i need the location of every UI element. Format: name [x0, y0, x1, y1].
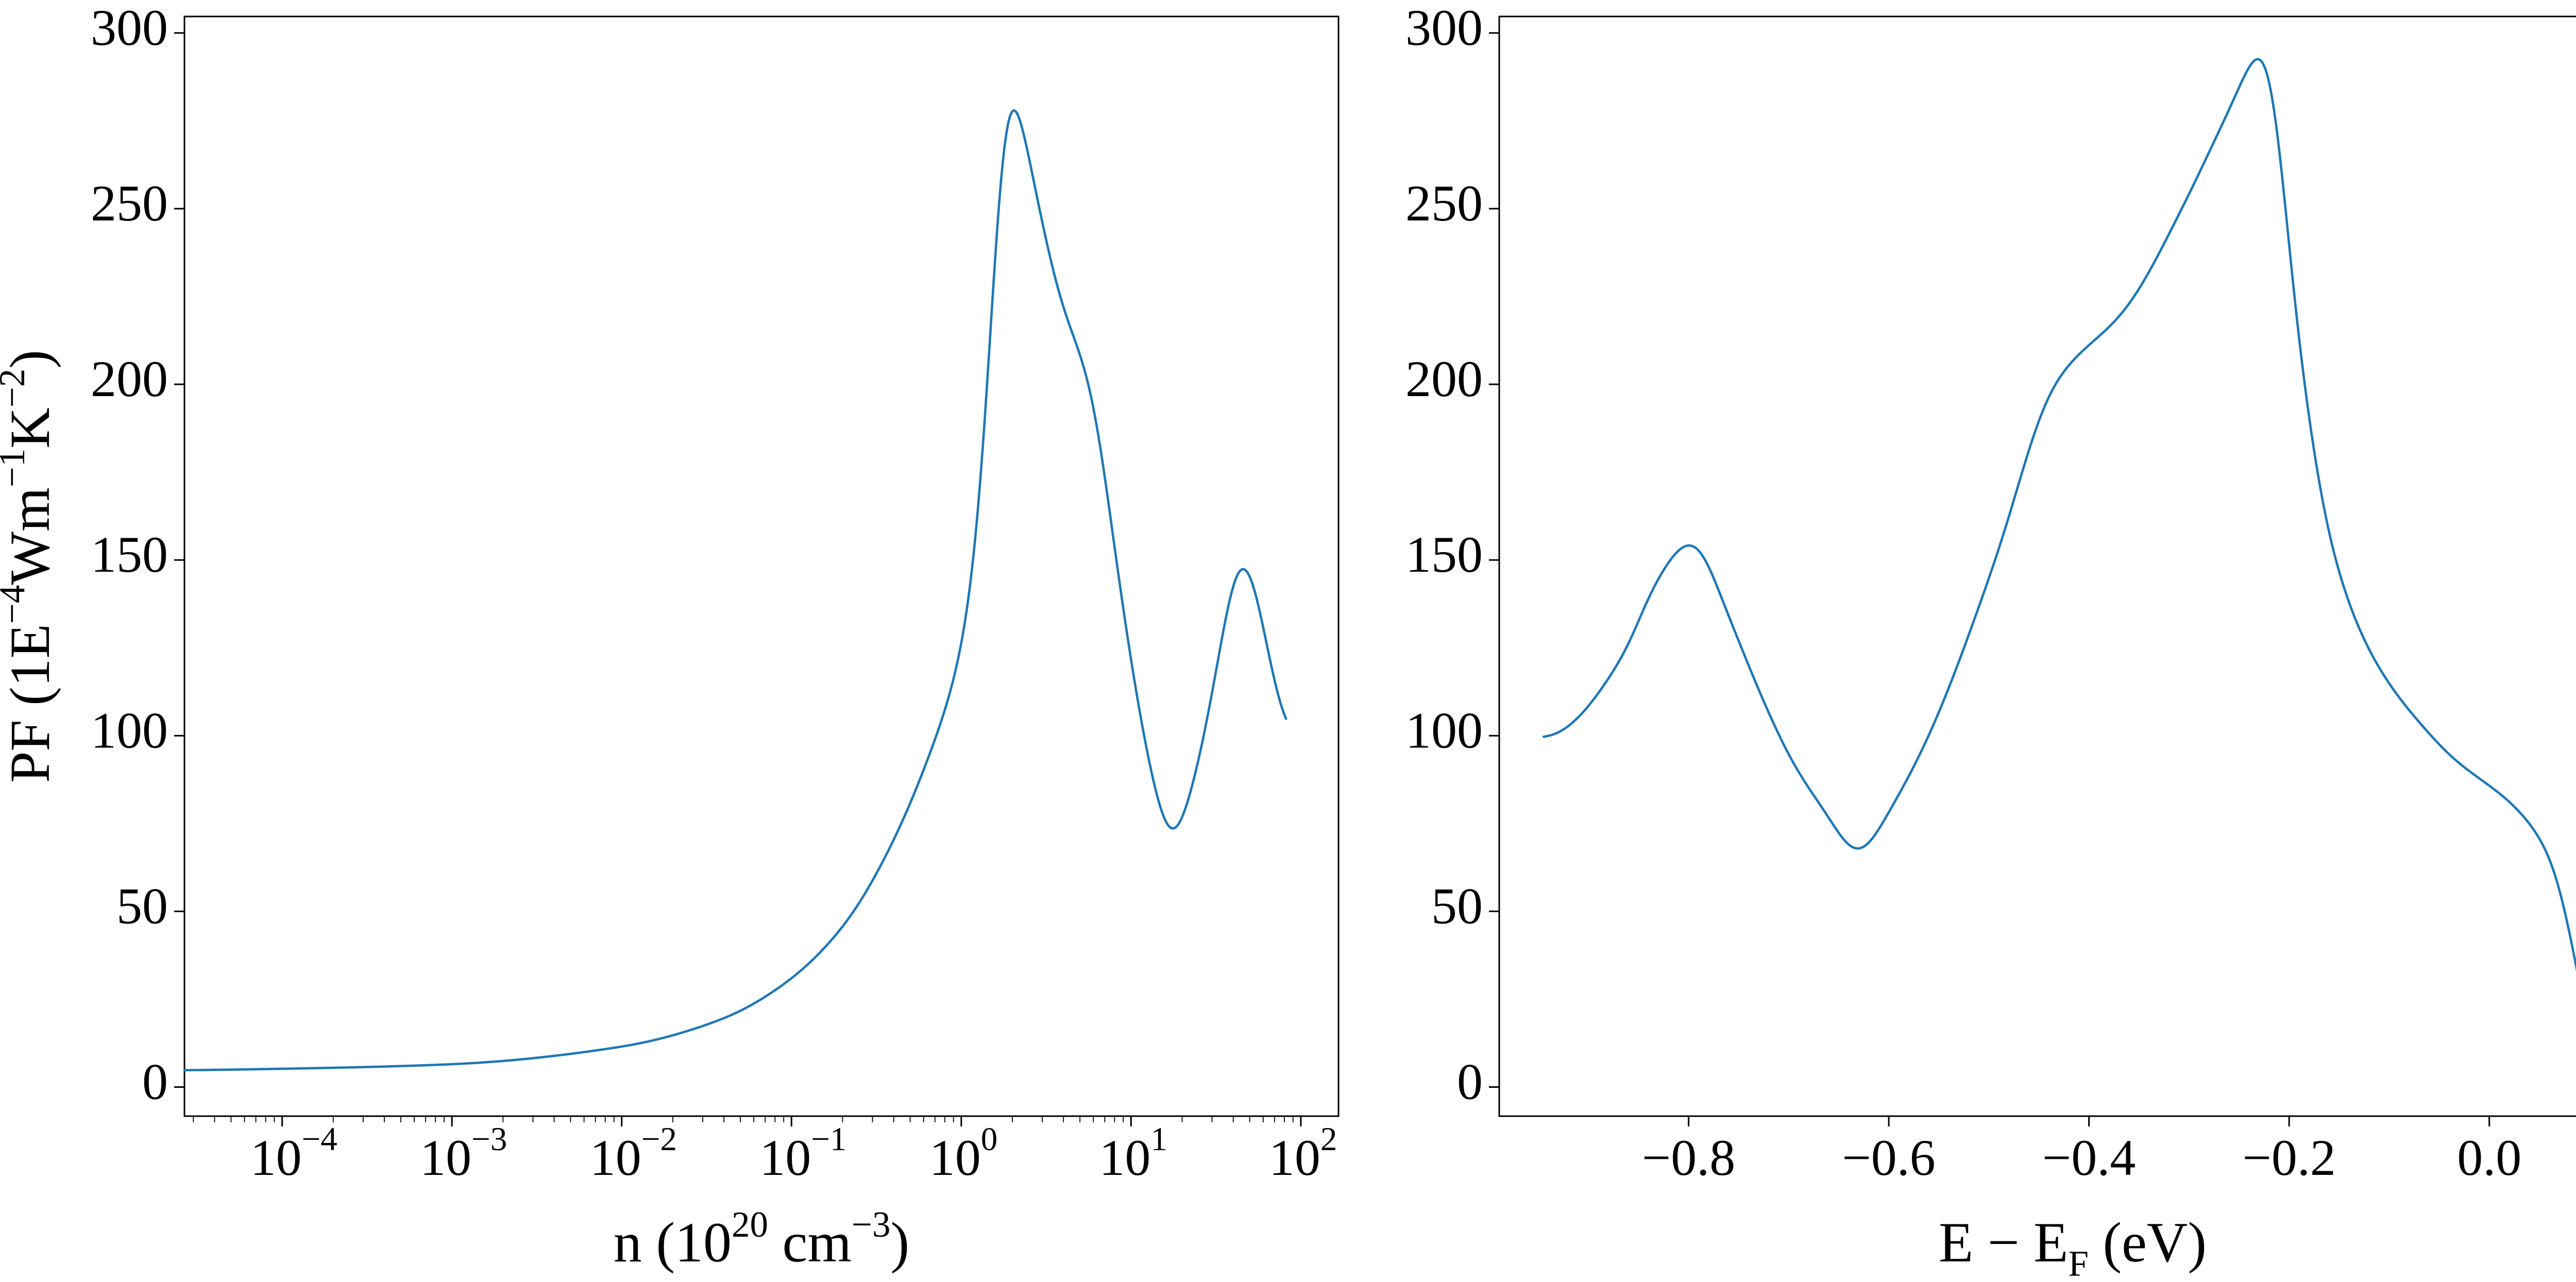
svg-text:0.0: 0.0: [2457, 1129, 2521, 1186]
svg-text:−0.4: −0.4: [2042, 1129, 2136, 1186]
svg-text:300: 300: [91, 0, 168, 56]
svg-text:250: 250: [1405, 175, 1483, 232]
svg-text:101: 101: [1099, 1121, 1167, 1186]
svg-text:50: 50: [1431, 877, 1483, 934]
svg-text:150: 150: [91, 526, 168, 583]
svg-text:100: 100: [1405, 702, 1483, 759]
svg-text:10−1: 10−1: [759, 1121, 846, 1186]
svg-text:150: 150: [1405, 526, 1483, 583]
svg-text:10−2: 10−2: [590, 1121, 677, 1186]
svg-text:250: 250: [91, 175, 168, 232]
svg-text:10−3: 10−3: [420, 1121, 507, 1186]
svg-text:50: 50: [116, 877, 168, 934]
svg-text:100: 100: [91, 702, 168, 759]
svg-text:0: 0: [1457, 1053, 1483, 1110]
svg-text:300: 300: [1405, 0, 1483, 56]
svg-text:200: 200: [1405, 350, 1483, 407]
svg-text:102: 102: [1269, 1121, 1337, 1186]
svg-text:100: 100: [929, 1121, 998, 1186]
svg-text:−0.2: −0.2: [2242, 1129, 2335, 1186]
svg-text:n (1020 cm−3): n (1020 cm−3): [614, 1205, 909, 1274]
svg-text:−0.6: −0.6: [1842, 1129, 1935, 1186]
svg-text:10−4: 10−4: [250, 1121, 337, 1186]
svg-text:PF (1E−4Wm−1K−2): PF (1E−4Wm−1K−2): [0, 350, 61, 783]
svg-text:0: 0: [142, 1053, 168, 1110]
svg-text:E − EF (eV): E − EF (eV): [1939, 1211, 2207, 1282]
svg-text:−0.8: −0.8: [1642, 1129, 1735, 1186]
svg-text:200: 200: [91, 350, 168, 407]
